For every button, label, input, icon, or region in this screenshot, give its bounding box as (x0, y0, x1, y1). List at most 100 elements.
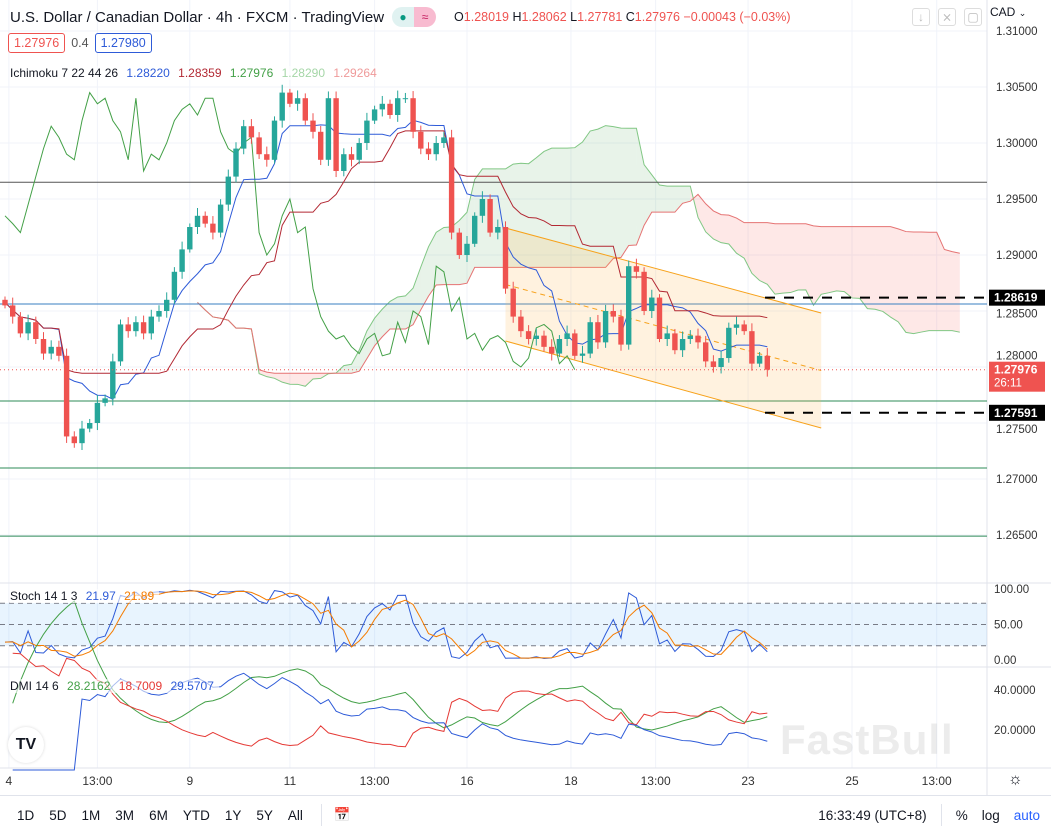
ichimoku-cloud-segment (513, 163, 521, 268)
ichimoku-cloud-segment (674, 186, 683, 213)
candle-body (487, 199, 493, 233)
ichimoku-cloud-segment (582, 131, 591, 268)
candle-body (148, 316, 154, 334)
ichimoku-conversion-line (4, 119, 768, 400)
range-1m[interactable]: 1M (81, 807, 101, 823)
ichimoku-cloud-segment (297, 373, 306, 387)
candle-body (433, 143, 439, 155)
tradingview-logo[interactable]: TV (8, 727, 44, 763)
symbol-title[interactable]: U.S. Dollar / Canadian Dollar · 4h · FXC… (10, 8, 385, 26)
candle-body (310, 120, 316, 132)
candle-body (418, 131, 424, 149)
candle (187, 223, 193, 253)
candle-body (656, 297, 663, 339)
last-price-tag-bg (989, 361, 1045, 392)
candle-body (410, 98, 416, 132)
time-tick-label: 18 (564, 774, 578, 788)
level-low-tag: 1.27591 (989, 404, 1045, 421)
ichimoku-cloud-segment (651, 174, 660, 213)
range-ytd[interactable]: YTD (182, 807, 210, 823)
range-1d[interactable]: 1D (17, 807, 35, 823)
candle-body (718, 358, 724, 367)
candle (148, 309, 154, 340)
ichimoku-cloud-segment (313, 373, 321, 380)
candle (48, 340, 54, 360)
goto-date-icon[interactable]: 📅 (333, 807, 351, 822)
level-high-tag: 1.28619 (989, 289, 1045, 306)
candle (102, 394, 108, 407)
range-1y[interactable]: 1Y (224, 807, 242, 823)
ichimoku-cloud-segment (536, 151, 544, 268)
arrow-down-icon[interactable]: ↓ (912, 8, 930, 26)
candle (541, 330, 547, 352)
ichimoku-cloud-segment (351, 350, 360, 374)
candle (695, 328, 701, 349)
log-toggle[interactable]: log (981, 807, 1000, 823)
maximize-icon[interactable]: ▢ (964, 8, 982, 26)
ichimoku-cloud-segment (413, 266, 421, 325)
currency-selector[interactable]: CAD ⌄ (990, 5, 1027, 19)
stoch-d-value: 21.89 (124, 589, 155, 603)
sell-price-button[interactable]: 1.27976 (8, 33, 66, 53)
percent-toggle[interactable]: % (955, 807, 968, 823)
candle-body (210, 223, 216, 233)
range-5y[interactable]: 5Y (256, 807, 273, 823)
candle (110, 353, 116, 406)
candle (256, 132, 262, 159)
dmi-legend[interactable]: DMI 14 6 28.2162 18.7009 29.5707 (10, 679, 219, 693)
settings-gear-icon[interactable]: ☼ (1008, 771, 1023, 788)
candle-body (402, 98, 409, 100)
bottom-toolbar: 1D 5D 1M 3M 6M YTD 1Y 5Y All 📅 16:33:49 … (0, 795, 1051, 834)
chart-canvas[interactable]: 1.31000 1.30500 1.30000 1.29500 1.29000 1.285… (0, 0, 1051, 795)
ichimoku-cloud-segment (551, 148, 560, 268)
ichimoku-cloud-segment (682, 186, 691, 204)
time-tick-label: 23 (741, 774, 755, 788)
candle-body (287, 92, 293, 104)
candle-body (726, 327, 732, 359)
candle-body (595, 322, 601, 343)
candle (525, 325, 532, 345)
collapse-icon[interactable]: ⨯ (938, 8, 956, 26)
range-6m[interactable]: 6M (149, 807, 168, 823)
ichimoku-cloud-segment (374, 309, 383, 346)
adx-value: 28.2162 (67, 679, 111, 693)
candle (672, 328, 678, 355)
ichimoku-cloud-segment (544, 148, 552, 268)
candle-body (510, 288, 516, 317)
ichimoku-cloud-segment (282, 373, 290, 385)
base-value: 1.28359 (178, 66, 222, 80)
ichimoku-cloud-segment (567, 147, 575, 268)
price-tick-label: 1.28000 (996, 351, 1038, 363)
status-pill[interactable]: ● ≈ (392, 7, 437, 27)
candle (656, 294, 663, 343)
candle (533, 328, 539, 346)
ichimoku-cloud-segment (890, 226, 899, 322)
clock-time[interactable]: 16:33:49 (UTC+8) (818, 807, 927, 823)
candle (310, 113, 316, 139)
candle (40, 332, 47, 360)
ichimoku-cloud-segment (459, 212, 467, 285)
range-3m[interactable]: 3M (115, 807, 135, 823)
candle-body (318, 131, 324, 160)
open-value: 1.28019 (463, 10, 509, 24)
conversion-value: 1.28220 (126, 66, 170, 80)
candle-body (164, 299, 170, 311)
level-high-tag-bg (989, 289, 1045, 306)
ichimoku-cloud-segment (274, 373, 283, 383)
buy-price-button[interactable]: 1.27980 (94, 33, 152, 53)
ichimoku-cloud-segment (898, 228, 906, 333)
stoch-legend[interactable]: Stoch 14 1 3 21.97 21.89 (10, 589, 160, 603)
ichimoku-cloud-segment (821, 226, 829, 295)
ichimoku-legend[interactable]: Ichimoku 7 22 44 26 1.28220 1.28359 1.27… (10, 66, 382, 80)
last-price-tag-text: 1.27976 (994, 363, 1038, 377)
range-5d[interactable]: 5D (49, 807, 67, 823)
candle (756, 352, 763, 368)
range-all[interactable]: All (287, 807, 303, 823)
auto-toggle[interactable]: auto (1013, 807, 1040, 823)
ichimoku-cloud-segment (905, 231, 914, 334)
ichimoku-cloud-segment (798, 223, 806, 291)
candle-body (587, 322, 593, 354)
candle-body (279, 92, 285, 121)
ichimoku-cloud-segment (828, 226, 837, 293)
time-tick-label: 13:00 (641, 774, 671, 788)
